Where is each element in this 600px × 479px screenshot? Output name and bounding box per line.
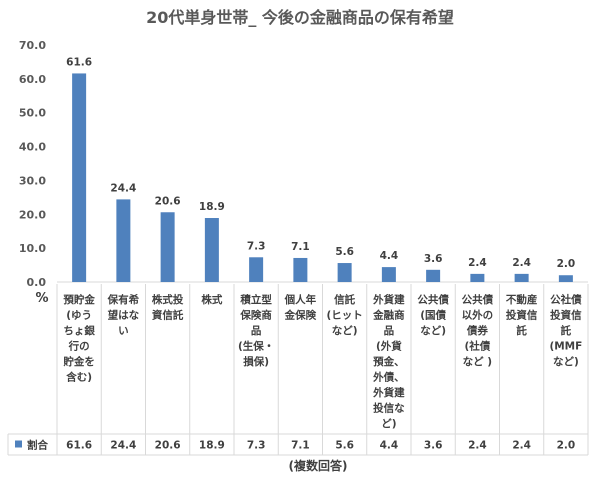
table-value-cell: 20.6 xyxy=(155,440,181,452)
bar-data-label: 4.4 xyxy=(380,250,399,262)
category-label: 公共債以外の債券(社債など ) xyxy=(462,293,494,368)
category-label: 保有希望はない xyxy=(107,293,140,337)
bar-data-label: 3.6 xyxy=(424,253,443,265)
table-value-cell: 7.1 xyxy=(291,440,310,452)
bar-data-label: 2.0 xyxy=(557,258,576,270)
bar xyxy=(470,273,485,282)
bar-data-label: 5.6 xyxy=(335,246,354,258)
category-label: 公共債(国債など) xyxy=(417,293,449,337)
table-value-cell: 18.9 xyxy=(199,440,225,452)
bar-data-label: 18.9 xyxy=(199,201,225,213)
bar xyxy=(558,275,573,282)
category-label: 信託(ヒットなど) xyxy=(326,293,362,337)
y-tick-label: 70.0 xyxy=(19,39,46,52)
table-value-cell: 7.3 xyxy=(247,440,266,452)
y-unit-label: % xyxy=(35,291,48,306)
category-label: 個人年金保険 xyxy=(284,293,317,322)
table-value-cell: 2.4 xyxy=(468,440,487,452)
category-label: 預貯金(ゆうちょ銀行の貯金を含む) xyxy=(63,293,95,384)
bar xyxy=(249,257,264,282)
category-label: 不動産投資信託 xyxy=(506,293,538,337)
bar-data-label: 24.4 xyxy=(110,182,136,194)
y-tick-label: 20.0 xyxy=(19,208,46,221)
y-tick-label: 40.0 xyxy=(19,141,46,154)
category-label: 外貨建金融商品(外貨預金、外債、外貨建投信など) xyxy=(372,293,405,430)
bar-data-label: 2.4 xyxy=(512,257,531,269)
bar xyxy=(116,199,131,282)
category-label: 公社債投資信託(MMF など) xyxy=(549,293,582,368)
table-value-cell: 24.4 xyxy=(110,440,136,452)
bar xyxy=(514,273,529,282)
bar-data-label: 7.1 xyxy=(291,241,310,253)
bar xyxy=(426,269,441,282)
data-labels: 61.6 24.4 20.6 18.9 7.3 7.1 5.6 4.4 3.6 2.4 2.4 2.0 xyxy=(66,56,575,270)
category-label: 積立型保険商品(生保・損保) xyxy=(238,293,274,368)
table-value-cell: 5.6 xyxy=(335,440,354,452)
bar xyxy=(337,263,352,282)
bar xyxy=(381,267,396,282)
y-tick-label: 50.0 xyxy=(19,107,46,120)
y-tick-label: 30.0 xyxy=(19,174,46,187)
y-axis: 0.0 10.0 20.0 30.0 40.0 50.0 60.0 70.0 xyxy=(19,39,588,289)
bar-data-label: 61.6 xyxy=(66,56,92,68)
bar-data-label: 2.4 xyxy=(468,257,487,269)
table-value-cell: 4.4 xyxy=(380,440,399,452)
chart-title: 20代単身世帯_ 今後の金融商品の保有希望 xyxy=(146,8,454,27)
y-tick-label: 60.0 xyxy=(19,73,46,86)
category-label: 株式 xyxy=(201,293,222,306)
bars xyxy=(72,73,573,282)
bar xyxy=(160,212,175,282)
y-tick-label: 10.0 xyxy=(19,242,46,255)
table-value-cell: 3.6 xyxy=(424,440,443,452)
table-value-cell: 61.6 xyxy=(66,440,92,452)
table-value-cell: 2.0 xyxy=(557,440,576,452)
category-label: 株式投資信託 xyxy=(152,293,184,322)
bar-data-label: 20.6 xyxy=(155,195,181,207)
bar xyxy=(204,218,219,282)
footnote-multiple-answers: (複数回答) xyxy=(289,458,348,473)
table-value-cell: 2.4 xyxy=(512,440,531,452)
legend-series-name: 割合 xyxy=(27,439,48,452)
bar xyxy=(293,257,308,282)
legend-key xyxy=(15,440,22,448)
bar xyxy=(72,73,87,282)
y-tick-label: 0.0 xyxy=(27,276,47,289)
bar-data-label: 7.3 xyxy=(247,240,266,252)
